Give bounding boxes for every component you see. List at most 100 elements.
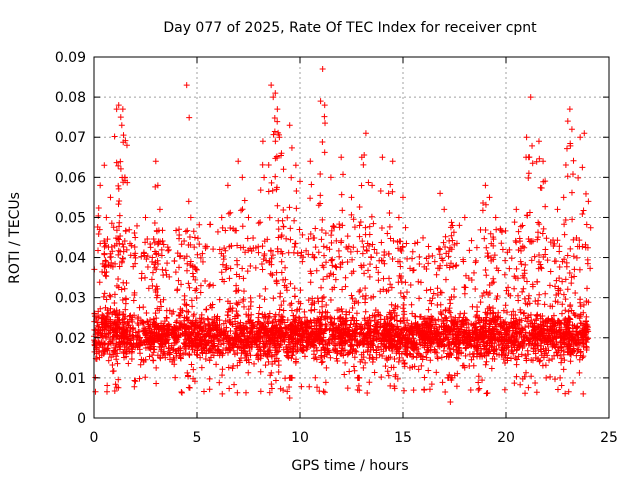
data-point <box>554 206 561 213</box>
data-point <box>247 263 254 270</box>
data-point <box>366 314 373 321</box>
data-point <box>239 206 246 213</box>
data-point <box>276 324 283 331</box>
data-point <box>173 318 180 325</box>
data-point <box>280 387 287 394</box>
data-point <box>567 142 574 149</box>
data-point <box>137 350 144 357</box>
data-point <box>100 293 107 300</box>
data-point <box>416 313 423 320</box>
data-point <box>177 319 184 326</box>
data-point <box>276 332 283 339</box>
data-point <box>364 240 371 247</box>
data-point <box>489 315 496 322</box>
data-point <box>389 158 396 165</box>
data-point <box>296 226 303 233</box>
data-points-layer <box>91 66 594 405</box>
data-point <box>409 332 416 339</box>
data-point <box>170 334 177 341</box>
data-point <box>382 320 389 327</box>
data-point <box>100 312 107 319</box>
data-point <box>309 300 316 307</box>
data-point <box>386 210 393 217</box>
data-point <box>166 273 173 280</box>
data-point <box>410 353 417 360</box>
data-point <box>184 331 191 338</box>
data-point <box>242 324 249 331</box>
data-point <box>275 369 282 376</box>
data-point <box>160 322 167 329</box>
data-point <box>498 240 505 247</box>
data-point <box>354 248 361 255</box>
data-point <box>96 279 103 286</box>
data-point <box>533 312 540 319</box>
data-point <box>342 274 349 281</box>
data-point <box>154 241 161 248</box>
data-point <box>341 371 348 378</box>
data-point <box>189 262 196 269</box>
data-point <box>562 307 569 314</box>
data-point <box>338 305 345 312</box>
data-point <box>339 308 346 315</box>
data-point <box>101 290 108 297</box>
data-point <box>190 228 197 235</box>
data-point <box>363 246 370 253</box>
data-point <box>411 339 418 346</box>
data-point <box>436 341 443 348</box>
data-point <box>571 266 578 273</box>
data-point <box>163 314 170 321</box>
data-point <box>268 255 275 262</box>
data-point <box>263 332 270 339</box>
data-point <box>522 332 529 339</box>
data-point <box>439 257 446 264</box>
data-point <box>308 301 315 308</box>
data-point <box>373 354 380 361</box>
data-point <box>532 350 539 357</box>
data-point <box>266 327 273 334</box>
data-point <box>276 306 283 313</box>
data-point <box>285 341 292 348</box>
data-point <box>106 351 113 358</box>
data-point <box>214 350 221 357</box>
data-point <box>525 170 532 177</box>
data-point <box>519 375 526 382</box>
data-point <box>287 236 294 243</box>
data-point <box>401 360 408 367</box>
data-point <box>226 243 233 250</box>
data-point <box>472 259 479 266</box>
data-point <box>109 351 116 358</box>
data-point <box>550 340 557 347</box>
data-point <box>575 174 582 181</box>
data-point <box>470 331 477 338</box>
data-point <box>115 102 122 109</box>
data-point <box>525 235 532 242</box>
data-point <box>474 303 481 310</box>
data-point <box>427 357 434 364</box>
data-point <box>186 114 193 121</box>
data-point <box>316 340 323 347</box>
data-point <box>196 330 203 337</box>
data-point <box>534 236 541 243</box>
data-point <box>461 284 468 291</box>
data-point <box>120 243 127 250</box>
data-point <box>268 179 275 186</box>
data-point <box>515 228 522 235</box>
data-point <box>125 336 132 343</box>
data-point <box>539 318 546 325</box>
data-point <box>330 340 337 347</box>
data-point <box>281 282 288 289</box>
data-point <box>304 330 311 337</box>
data-point <box>107 316 114 323</box>
data-point <box>493 296 500 303</box>
data-point <box>337 329 344 336</box>
tick-labels-layer: 0 5 10 15 20 2500.010.020.030.040.050.060.070… <box>55 50 618 446</box>
data-point <box>225 339 232 346</box>
data-point <box>389 347 396 354</box>
data-point <box>218 250 225 257</box>
data-point <box>178 241 185 248</box>
data-point <box>117 232 124 239</box>
data-point <box>450 346 457 353</box>
data-point <box>265 358 272 365</box>
data-point <box>266 214 273 221</box>
data-point <box>327 297 334 304</box>
